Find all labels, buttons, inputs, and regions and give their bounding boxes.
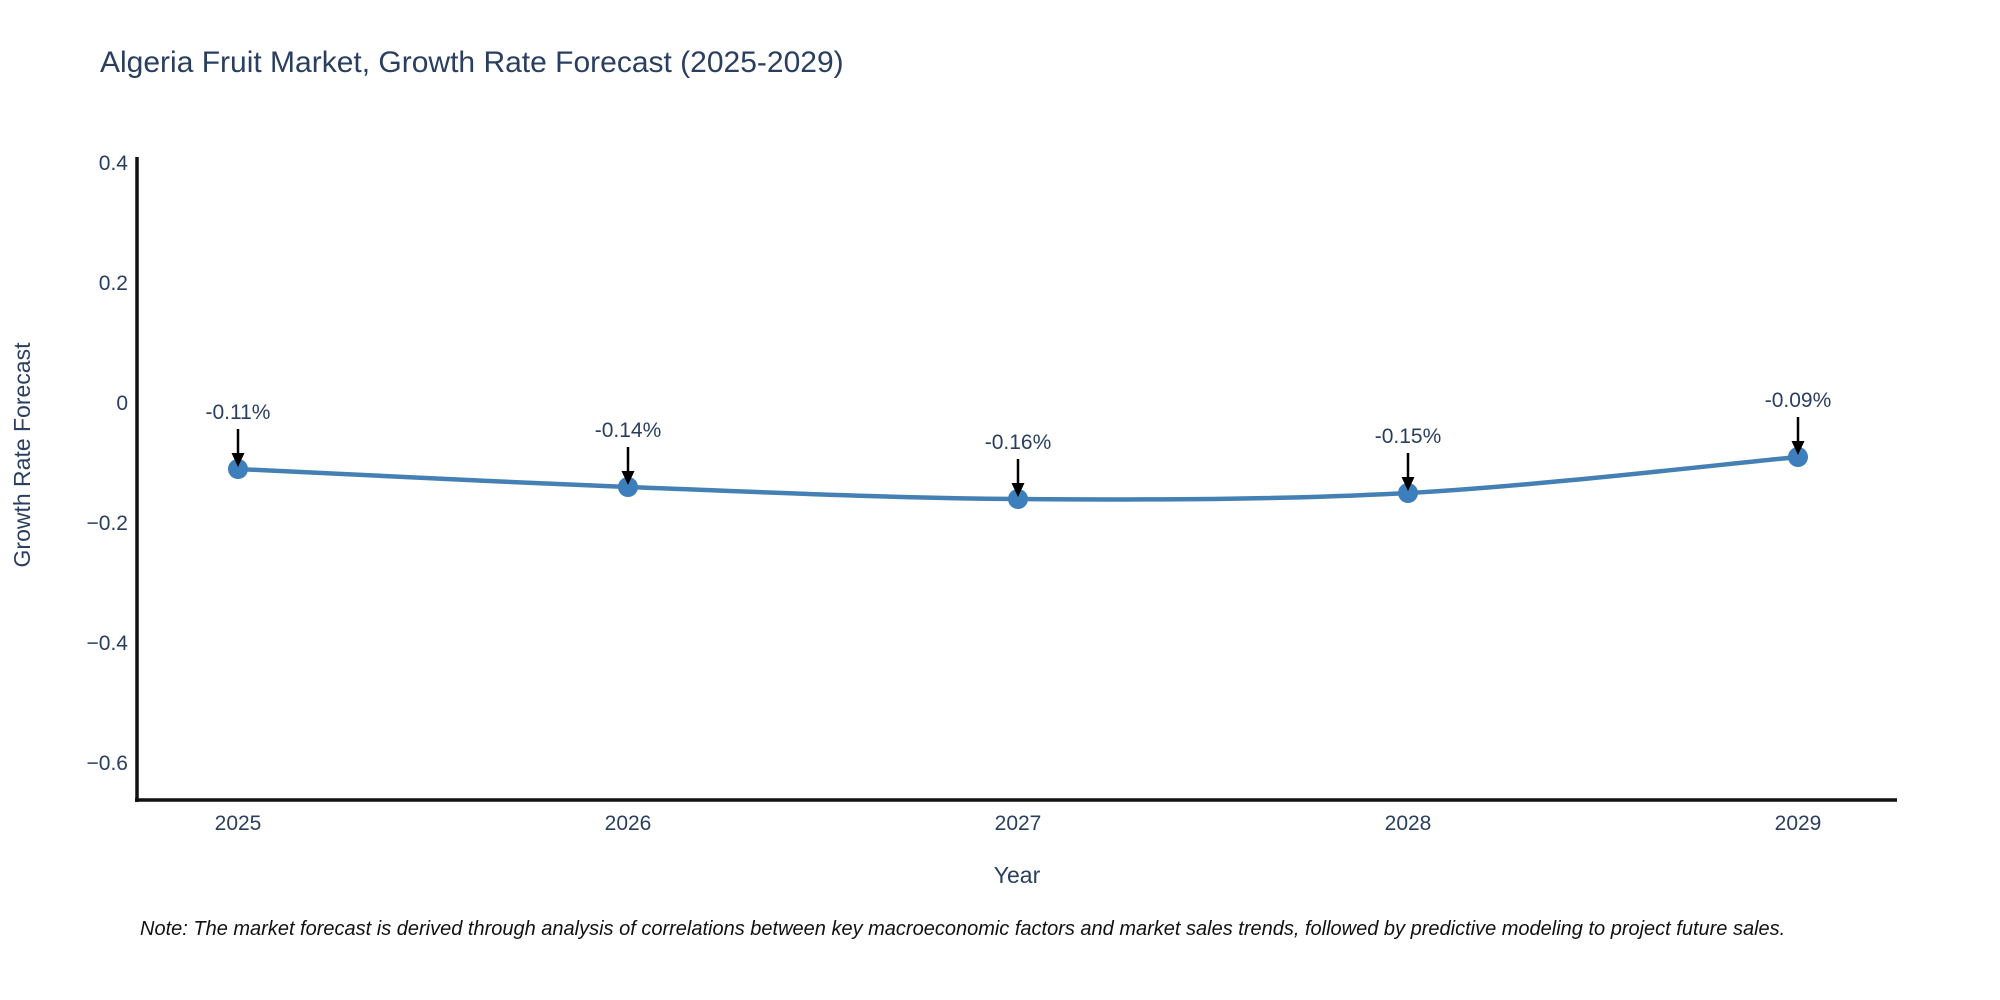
x-tick-label: 2025 (215, 812, 262, 835)
annotation-label: -0.16% (985, 431, 1052, 454)
x-tick-label: 2026 (605, 812, 652, 835)
y-tick-label: −0.4 (87, 632, 129, 655)
y-tick-label: −0.6 (87, 752, 128, 775)
annotation-label: -0.09% (1765, 389, 1832, 412)
y-tick-labels: 0.4 0.2 0 −0.2 −0.4 −0.6 (87, 152, 129, 775)
data-point-marker[interactable] (228, 459, 248, 479)
data-point-markers (228, 447, 1808, 509)
annotation-arrow-head (1791, 441, 1805, 455)
x-tick-label: 2028 (1385, 812, 1432, 835)
annotation-arrow-head (1011, 483, 1025, 497)
annotation-arrow-head (621, 471, 635, 485)
chart-title: Algeria Fruit Market, Growth Rate Foreca… (100, 46, 844, 79)
y-tick-label: 0.2 (99, 272, 128, 295)
y-axis-title: Growth Rate Forecast (9, 342, 35, 568)
x-axis-title: Year (994, 862, 1041, 888)
x-tick-label: 2029 (1775, 812, 1822, 835)
y-tick-label: 0.4 (99, 152, 129, 175)
y-tick-label: −0.2 (87, 512, 128, 535)
axes (135, 157, 1897, 802)
annotation-arrow-head (231, 453, 245, 467)
data-point-marker[interactable] (618, 477, 638, 497)
annotation-label: -0.14% (595, 419, 662, 442)
y-tick-label: 0 (116, 392, 128, 415)
data-point-marker[interactable] (1788, 447, 1808, 467)
point-annotations: -0.11% -0.14% -0.16% -0.15% -0.09% (206, 389, 1832, 497)
annotation-label: -0.15% (1375, 425, 1442, 448)
x-tick-label: 2027 (995, 812, 1042, 835)
annotation-label: -0.11% (206, 401, 271, 424)
x-tick-labels: 2025 2026 2027 2028 2029 (215, 812, 1822, 835)
data-point-marker[interactable] (1008, 489, 1028, 509)
footnote: Note: The market forecast is derived thr… (140, 918, 1786, 940)
data-point-marker[interactable] (1398, 483, 1418, 503)
annotation-arrow-head (1401, 477, 1415, 491)
